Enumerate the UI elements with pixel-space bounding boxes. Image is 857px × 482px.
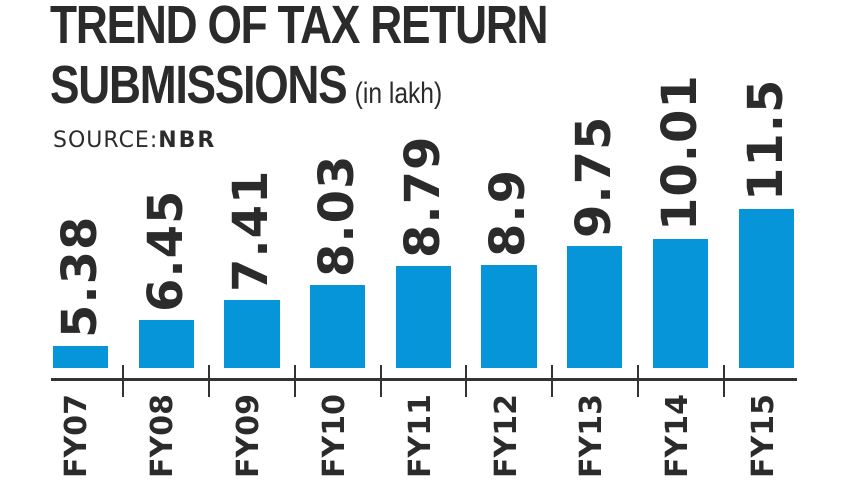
axis-tick xyxy=(380,365,382,397)
unit-label: (in lakh) xyxy=(354,77,443,110)
chart-title-text: SUBMISSIONS xyxy=(50,55,348,115)
axis-tick xyxy=(551,365,553,397)
value-label-fy13: 9.75 xyxy=(566,115,622,238)
category-label-fy10: FY10 xyxy=(317,394,352,478)
bar-fy10 xyxy=(310,285,365,368)
bar-fy09 xyxy=(224,300,280,368)
chart-title-line1: TREND OF TAX RETURN xyxy=(50,0,549,55)
value-label-fy14: 10.01 xyxy=(652,74,708,231)
bar-fy13 xyxy=(567,246,622,368)
axis-tick xyxy=(208,365,210,397)
value-label-fy08: 6.45 xyxy=(138,189,194,312)
value-label-fy11: 8.79 xyxy=(395,135,451,258)
value-label-fy10: 8.03 xyxy=(309,154,365,277)
value-label-fy09: 7.41 xyxy=(223,169,279,292)
bar-fy11 xyxy=(396,266,451,368)
chart-title-line2: SUBMISSIONS (in lakh) xyxy=(50,54,442,125)
bar-fy08 xyxy=(139,320,194,368)
axis-tick xyxy=(465,365,467,397)
category-label-fy15: FY15 xyxy=(746,394,781,478)
value-label-fy07: 5.38 xyxy=(52,215,108,338)
axis-tick xyxy=(294,365,296,397)
axis-tick xyxy=(723,365,725,397)
axis-tick xyxy=(122,365,124,397)
source-value: NBR xyxy=(158,128,217,153)
category-label-fy08: FY08 xyxy=(145,394,180,478)
axis-tick xyxy=(637,365,639,397)
source-label: SOURCE: xyxy=(53,128,159,153)
bar-fy14 xyxy=(653,239,708,368)
source-line: SOURCE:NBR xyxy=(53,128,216,153)
category-label-fy12: FY12 xyxy=(489,394,524,478)
bar-fy07 xyxy=(53,346,108,368)
value-label-fy12: 8.9 xyxy=(480,168,536,257)
category-label-fy11: FY11 xyxy=(403,394,438,478)
x-axis-line xyxy=(51,378,797,381)
category-label-fy09: FY09 xyxy=(231,394,266,478)
bar-fy15 xyxy=(739,209,794,368)
category-label-fy14: FY14 xyxy=(660,394,695,478)
bar-fy12 xyxy=(481,265,537,368)
category-label-fy13: FY13 xyxy=(574,394,609,478)
value-label-fy15: 11.5 xyxy=(738,78,794,201)
category-label-fy07: FY07 xyxy=(59,394,94,478)
